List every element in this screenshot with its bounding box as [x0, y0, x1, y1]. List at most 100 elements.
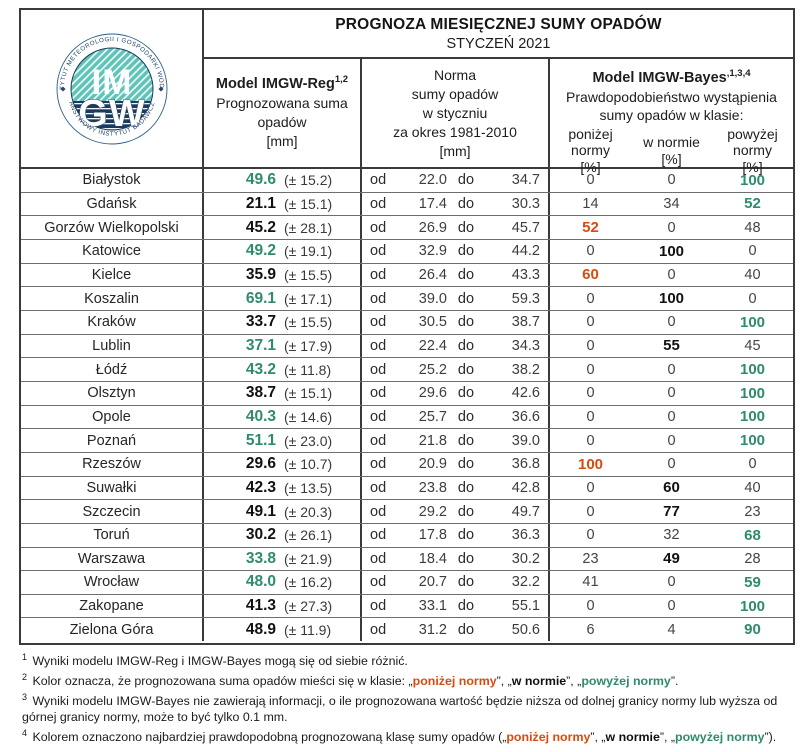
probability-cells: 0 77 23	[550, 500, 793, 523]
subheader-above-norm: powyżej normy [%]	[727, 125, 778, 175]
forecast-value: 35.9	[245, 265, 276, 283]
forecast-uncertainty: (± 10.7)	[284, 456, 333, 473]
od-label: od	[370, 361, 387, 378]
table-body: Białystok 49.6 (± 15.2) od 22.0 do 34.7 0 0 100 Gd…	[21, 169, 793, 642]
prob-above-norm: 40	[744, 479, 761, 496]
norm-from-value: 20.9	[418, 456, 447, 473]
column-headers: Model IMGW-Reg1,2 Prognozowana suma opad…	[204, 59, 793, 175]
prob-below-norm: 100	[577, 455, 604, 473]
norm-range-cell: od 39.0 do 59.3	[362, 287, 550, 310]
table-row: Warszawa 33.8 (± 21.9) od 18.4 do 30.2 23 49 28	[21, 546, 793, 571]
norm-range-cell: od 30.5 do 38.7	[362, 310, 550, 334]
od-label: od	[370, 456, 387, 473]
forecast-uncertainty: (± 15.5)	[284, 266, 333, 283]
od-label: od	[370, 479, 387, 496]
norm-to-value: 34.7	[511, 172, 540, 189]
od-label: od	[370, 385, 387, 402]
norm-range-cell: od 29.6 do 42.6	[362, 381, 550, 405]
norm-from-value: 17.4	[418, 195, 447, 212]
norm-to-value: 36.6	[511, 408, 540, 425]
norm-range-cell: od 17.8 do 36.3	[362, 523, 550, 547]
prob-in-norm: 0	[667, 172, 676, 189]
city-name: Białystok	[21, 169, 204, 192]
forecast-uncertainty: (± 27.3)	[284, 598, 333, 615]
prob-below-norm: 0	[586, 243, 595, 260]
forecast-cell: 48.0 (± 16.2)	[204, 571, 362, 594]
prob-in-norm: 49	[663, 550, 680, 568]
forecast-value: 30.2	[245, 526, 276, 544]
norm-to-value: 36.8	[511, 456, 540, 473]
probability-cells: 0 0 100	[550, 406, 793, 429]
forecast-value: 48.9	[245, 620, 276, 638]
city-name: Lublin	[21, 334, 204, 358]
column-header-reg: Model IMGW-Reg1,2 Prognozowana suma opad…	[204, 59, 362, 167]
forecast-uncertainty: (± 11.9)	[284, 621, 332, 638]
norm-range-cell: od 26.4 do 43.3	[362, 263, 550, 287]
prob-above-norm: 40	[744, 266, 761, 283]
footnote-number: 3	[22, 691, 28, 702]
footnote: 4 Kolorem oznaczono najbardziej prawdopo…	[22, 726, 786, 746]
subheader-in-norm: w normie [%]	[643, 134, 700, 167]
norm-to-value: 55.1	[511, 598, 540, 615]
footnote-segment: ”, „	[659, 729, 676, 744]
table-row: Poznań 51.1 (± 23.0) od 21.8 do 39.0 0 0 100	[21, 428, 793, 452]
table-row: Toruń 30.2 (± 26.1) od 17.8 do 36.3 0 32 68	[21, 522, 793, 547]
city-name: Katowice	[21, 239, 204, 263]
probability-cells: 0 32 68	[550, 524, 793, 547]
do-label: do	[457, 172, 475, 189]
probability-cells: 60 0 40	[550, 264, 793, 287]
do-label: do	[457, 432, 475, 449]
prob-below-norm: 0	[586, 361, 595, 378]
logo-cell: IM GW INSTYTUT METEOROLOGII I GOSPODARKI…	[21, 10, 204, 167]
do-label: do	[457, 408, 475, 425]
prob-below-norm: 0	[586, 527, 595, 544]
forecast-uncertainty: (± 16.2)	[284, 574, 333, 591]
od-label: od	[370, 527, 387, 544]
norm-to-value: 36.3	[511, 527, 540, 544]
city-name: Wrocław	[21, 571, 204, 594]
bayes-subcolumn-headers: poniżej normy [%] w normie [%] powyżej n…	[550, 126, 793, 176]
footnote-segment: poniżej normy	[506, 729, 591, 744]
probability-cells: 0 55 45	[550, 335, 793, 358]
od-label: od	[370, 621, 387, 638]
table-row: Szczecin 49.1 (± 20.3) od 29.2 do 49.7 0 77 23	[21, 499, 793, 523]
forecast-cell: 43.2 (± 11.8)	[204, 358, 362, 381]
footnote: 2 Kolor oznacza, że prognozowana suma op…	[22, 670, 786, 690]
probability-cells: 0 60 40	[550, 477, 793, 500]
forecast-uncertainty: (± 15.1)	[284, 385, 333, 402]
table-row: Białystok 49.6 (± 15.2) od 22.0 do 34.7 0 0 100	[21, 169, 793, 192]
footnote-segment: Kolor oznacza, że prognozowana suma opad…	[32, 674, 413, 689]
footnote-segment: w normie	[511, 674, 567, 689]
prob-in-norm: 0	[667, 385, 676, 402]
prob-in-norm: 0	[667, 219, 676, 236]
city-name: Kraków	[21, 310, 204, 334]
norm-to-value: 42.8	[511, 479, 540, 496]
norm-range-cell: od 29.2 do 49.7	[362, 500, 550, 523]
city-name: Opole	[21, 405, 204, 429]
do-label: do	[457, 243, 475, 260]
forecast-value: 40.3	[245, 407, 276, 425]
norm-from-value: 31.2	[418, 621, 447, 638]
norm-from-value: 21.8	[418, 432, 447, 449]
prob-above-norm: 52	[744, 195, 761, 213]
forecast-value: 38.7	[245, 384, 276, 402]
norm-to-value: 45.7	[511, 219, 540, 236]
forecast-cell: 38.7 (± 15.1)	[204, 381, 362, 405]
od-label: od	[370, 550, 387, 567]
norm-range-cell: od 26.9 do 45.7	[362, 216, 550, 239]
forecast-uncertainty: (± 11.8)	[284, 361, 332, 378]
norm-range-cell: od 17.4 do 30.3	[362, 192, 550, 216]
forecast-cell: 49.1 (± 20.3)	[204, 500, 362, 523]
prob-in-norm: 4	[667, 621, 676, 638]
prob-above-norm: 0	[748, 456, 757, 473]
norm-from-value: 23.8	[418, 479, 447, 496]
forecast-cell: 45.2 (± 28.1)	[204, 216, 362, 239]
forecast-uncertainty: (± 14.6)	[284, 408, 333, 425]
norm-range-cell: od 21.8 do 39.0	[362, 429, 550, 452]
od-label: od	[370, 219, 387, 236]
do-label: do	[457, 290, 475, 307]
norm-from-value: 22.4	[418, 337, 447, 354]
table-row: Zakopane 41.3 (± 27.3) od 33.1 do 55.1 0 0 100	[21, 593, 793, 618]
forecast-cell: 33.8 (± 21.9)	[204, 547, 362, 571]
probability-cells: 41 0 59	[550, 571, 793, 594]
